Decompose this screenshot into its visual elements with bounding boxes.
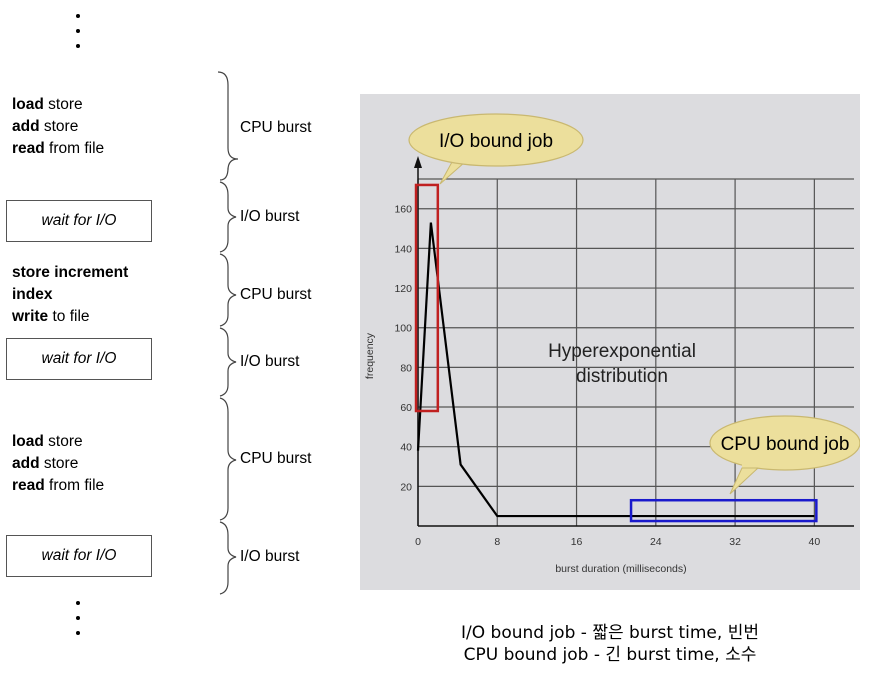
- io-bound-highlight-box: [414, 183, 440, 413]
- caption-line1: I/O bound job - 짧은 burst time, 빈번: [461, 623, 759, 643]
- chart-background: [360, 94, 860, 590]
- y-tick-label-3: 80: [400, 362, 412, 374]
- ellipsis-top: [76, 14, 82, 59]
- brace-cpu-3: [219, 397, 237, 521]
- burst-label-io-3: I/O burst: [240, 548, 300, 565]
- burst-histogram-chart: 0 8 16 24 32 40 20 40 60 80 100 120 140 160 I/O bound…: [360, 94, 860, 590]
- x-tick-label-5: 40: [809, 536, 821, 548]
- distribution-annotation-line2: distribution: [576, 366, 668, 387]
- cpu-burst-code-1: load store add store read from file: [12, 96, 105, 157]
- x-tick-label-0: 0: [415, 536, 421, 548]
- y-tick-label-7: 160: [394, 204, 412, 216]
- burst-label-cpu-3: CPU burst: [240, 450, 312, 467]
- io-bound-callout-text: I/O bound job: [439, 131, 553, 152]
- y-tick-label-6: 140: [394, 243, 412, 255]
- cpu-burst-code-2: store increment index write to file: [12, 264, 129, 325]
- x-tick-label-2: 16: [571, 536, 583, 548]
- y-axis-label: frequency: [364, 332, 376, 379]
- chart-grid: [417, 178, 854, 526]
- ellipsis-bottom: [76, 601, 82, 646]
- brace-cpu-2: [219, 253, 237, 327]
- burst-label-cpu-2: CPU burst: [240, 286, 312, 303]
- brace-io-1: [219, 181, 237, 253]
- burst-label-io-2: I/O burst: [240, 353, 300, 370]
- y-tick-label-5: 120: [394, 283, 412, 295]
- cpu-bound-callout: CPU bound job: [709, 415, 860, 495]
- io-wait-box-1: wait for I/O: [6, 200, 152, 242]
- io-wait-box-2: wait for I/O: [6, 338, 152, 380]
- cpu-bound-highlight-box: [629, 498, 818, 523]
- burst-braces: [217, 71, 239, 595]
- io-wait-box-3: wait for I/O: [6, 535, 152, 577]
- x-tick-label-1: 8: [494, 536, 500, 548]
- chart-ticks: 0 8 16 24 32 40 20 40 60 80 100 120 140 160: [394, 204, 820, 548]
- chart-series: [416, 222, 815, 518]
- burst-label-io-1: I/O burst: [240, 208, 300, 225]
- x-tick-label-3: 24: [650, 536, 662, 548]
- y-tick-label-1: 40: [400, 442, 412, 454]
- cpu-bound-callout-text: CPU bound job: [721, 434, 850, 455]
- y-tick-label-4: 100: [394, 323, 412, 335]
- y-tick-label-2: 60: [400, 402, 412, 414]
- brace-cpu-1: [217, 71, 239, 181]
- x-tick-label-4: 32: [729, 536, 741, 548]
- burst-label-cpu-1: CPU burst: [240, 119, 312, 136]
- frequency-line: [416, 222, 815, 518]
- cpu-burst-code-3: load store add store read from file: [12, 433, 105, 494]
- distribution-annotation-line1: Hyperexponential: [548, 341, 696, 362]
- chart-axes: [414, 156, 854, 527]
- io-bound-callout: I/O bound job: [408, 113, 584, 185]
- brace-io-3: [219, 521, 237, 595]
- y-axis-arrow: [414, 156, 422, 168]
- brace-io-2: [219, 327, 237, 397]
- x-axis-label: burst duration (milliseconds): [555, 563, 686, 575]
- caption-line2: CPU bound job - 긴 burst time, 소수: [463, 645, 757, 665]
- y-tick-label-0: 20: [400, 481, 412, 493]
